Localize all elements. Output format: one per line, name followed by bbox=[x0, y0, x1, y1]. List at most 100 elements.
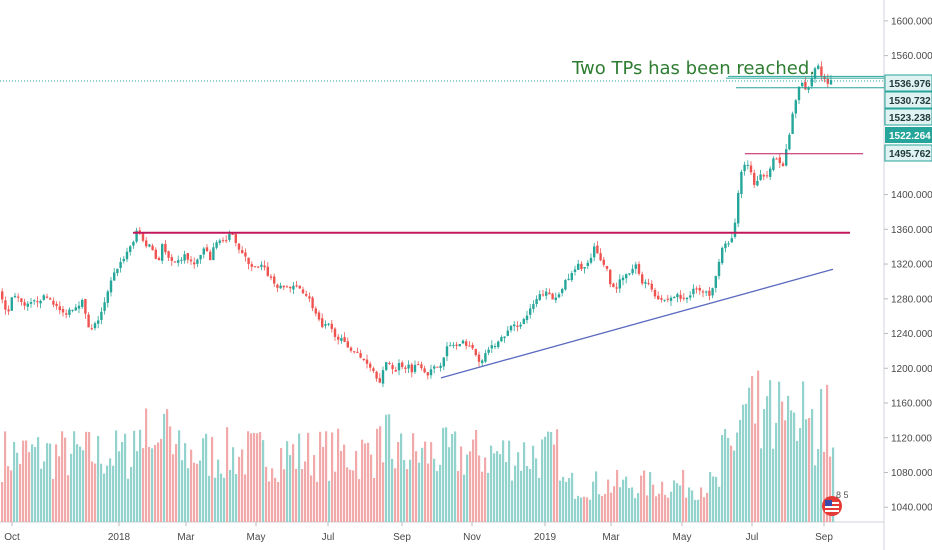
candle-body bbox=[282, 285, 285, 288]
candle-body bbox=[273, 276, 276, 284]
event-count: 8 5 bbox=[836, 490, 849, 500]
volume-bar bbox=[502, 440, 505, 522]
candle-body bbox=[519, 324, 522, 327]
volume-bar bbox=[469, 451, 472, 522]
volume-bar bbox=[277, 481, 280, 522]
candle-body bbox=[685, 297, 689, 300]
volume-bar bbox=[37, 437, 40, 522]
candle-body bbox=[289, 286, 292, 289]
y-tick-label: 1560.000 bbox=[891, 51, 932, 62]
volume-bar bbox=[628, 487, 631, 522]
candle-body bbox=[705, 291, 708, 293]
candle-body bbox=[641, 274, 644, 284]
x-tick-label: 2018 bbox=[108, 532, 131, 543]
candle-body bbox=[45, 296, 49, 298]
volume-bar bbox=[187, 468, 190, 522]
candle-body bbox=[225, 240, 228, 242]
candle-body bbox=[538, 294, 541, 300]
volume-bar bbox=[637, 493, 640, 522]
volume-bar bbox=[670, 491, 673, 522]
candle-body bbox=[359, 353, 362, 358]
volume-bar bbox=[88, 432, 91, 522]
candle-body bbox=[327, 323, 330, 325]
candle-body bbox=[407, 364, 410, 369]
candle-body bbox=[113, 272, 116, 281]
volume-bar bbox=[454, 431, 457, 522]
candle-body bbox=[711, 288, 714, 296]
volume-bar bbox=[472, 439, 475, 522]
volume-bar bbox=[820, 389, 823, 522]
volume-bar bbox=[142, 448, 145, 522]
candle-body bbox=[829, 80, 833, 85]
candle-body bbox=[23, 302, 26, 306]
candle-body bbox=[666, 298, 669, 300]
candle-body bbox=[199, 254, 202, 260]
candle-body bbox=[644, 282, 647, 284]
volume-bar bbox=[541, 439, 544, 522]
volume-bar bbox=[430, 442, 433, 522]
candle-body bbox=[669, 297, 673, 301]
candle-body bbox=[129, 246, 132, 252]
volume-bar bbox=[622, 479, 625, 522]
volume-bar bbox=[631, 487, 634, 522]
volume-bar bbox=[328, 480, 331, 522]
candle-body bbox=[653, 289, 657, 297]
candle-body bbox=[797, 86, 801, 101]
volume-bar bbox=[340, 450, 343, 522]
candle-body bbox=[17, 296, 20, 298]
volume-bar bbox=[553, 444, 556, 522]
volume-bar bbox=[499, 454, 502, 522]
candle-body bbox=[807, 87, 810, 90]
volume-bar bbox=[712, 476, 715, 522]
candle-body bbox=[33, 300, 36, 302]
candle-body bbox=[487, 349, 490, 353]
volume-bar bbox=[496, 451, 499, 522]
candle-body bbox=[356, 351, 359, 353]
volume-bar bbox=[31, 444, 34, 522]
candle-body bbox=[506, 330, 509, 336]
candle-body bbox=[471, 344, 474, 349]
volume-bar bbox=[577, 495, 580, 522]
volume-bar bbox=[229, 469, 232, 522]
volume-bar bbox=[217, 459, 220, 522]
candle-body bbox=[340, 337, 343, 341]
volume-bar bbox=[145, 408, 148, 522]
volume-bar bbox=[730, 445, 733, 522]
candle-body bbox=[55, 303, 58, 306]
candle-body bbox=[413, 364, 417, 372]
candle-body bbox=[151, 245, 154, 251]
candle-body bbox=[679, 294, 682, 299]
volume-bar bbox=[607, 479, 610, 522]
volume-bar bbox=[121, 441, 124, 522]
volume-bar bbox=[832, 447, 835, 522]
candle-body bbox=[189, 259, 193, 262]
volume-bar bbox=[70, 453, 73, 522]
candle-body bbox=[49, 298, 52, 300]
volume-bar bbox=[280, 448, 283, 522]
candle-body bbox=[29, 302, 33, 304]
volume-bar bbox=[385, 414, 388, 522]
volume-bar bbox=[85, 431, 88, 522]
candle-body bbox=[708, 290, 711, 296]
volume-bar bbox=[262, 440, 265, 522]
volume-bar bbox=[436, 471, 439, 522]
volume-bar bbox=[43, 461, 46, 522]
candle-body bbox=[26, 303, 29, 307]
candle-body bbox=[577, 263, 580, 270]
price-label-box bbox=[884, 91, 932, 109]
candle-body bbox=[193, 262, 196, 265]
candle-body bbox=[657, 295, 660, 300]
candle-body bbox=[775, 158, 778, 160]
candle-body bbox=[663, 299, 666, 301]
candle-body bbox=[263, 265, 266, 268]
volume-bar bbox=[583, 496, 586, 522]
volume-bar bbox=[325, 431, 328, 522]
candlestick-series bbox=[1, 61, 833, 388]
x-tick-label: Sep bbox=[393, 532, 411, 543]
candle-body bbox=[621, 277, 625, 281]
volume-bar bbox=[226, 427, 229, 522]
volume-bar bbox=[409, 459, 412, 522]
flag-icon[interactable] bbox=[821, 495, 843, 517]
candle-body bbox=[237, 243, 241, 250]
